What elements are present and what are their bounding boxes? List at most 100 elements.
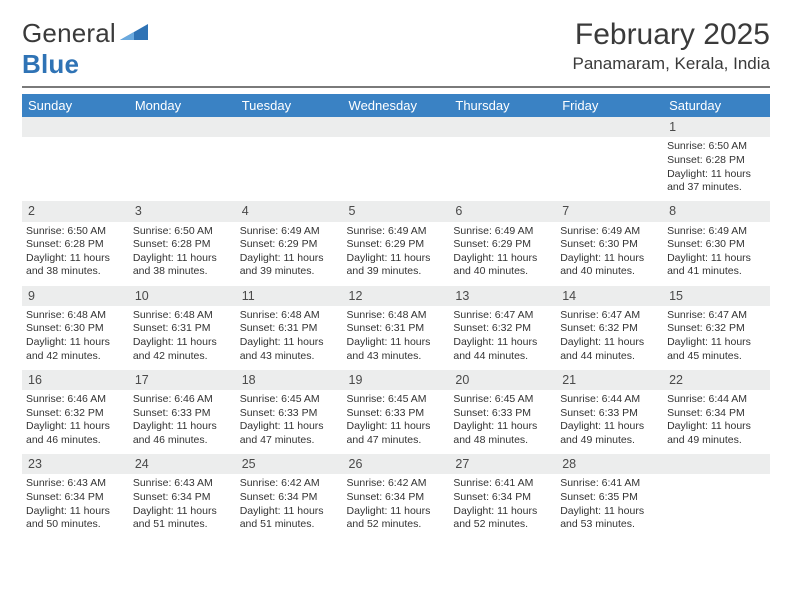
day-header: Thursday (449, 94, 556, 117)
day-number-cell: 28 (556, 454, 663, 474)
day-detail-cell (449, 137, 556, 201)
title-block: February 2025 Panamaram, Kerala, India (573, 18, 771, 74)
day-number-cell: 16 (22, 370, 129, 390)
detail-line: Daylight: 11 hours and 51 minutes. (133, 505, 232, 532)
day-number-cell: 20 (449, 370, 556, 390)
detail-line: Sunrise: 6:46 AM (26, 393, 125, 407)
week-detail-row: Sunrise: 6:50 AMSunset: 6:28 PMDaylight:… (22, 137, 770, 201)
detail-line: Sunrise: 6:48 AM (26, 309, 125, 323)
detail-line: Sunset: 6:33 PM (133, 407, 232, 421)
day-number-cell: 8 (663, 201, 770, 221)
day-number-cell: 1 (663, 117, 770, 137)
day-detail-cell: Sunrise: 6:42 AMSunset: 6:34 PMDaylight:… (343, 474, 450, 538)
detail-line: Sunset: 6:32 PM (453, 322, 552, 336)
detail-line: Sunrise: 6:47 AM (667, 309, 766, 323)
detail-line: Sunrise: 6:49 AM (347, 225, 446, 239)
day-detail-cell: Sunrise: 6:48 AMSunset: 6:31 PMDaylight:… (129, 306, 236, 370)
detail-line: Sunset: 6:33 PM (453, 407, 552, 421)
calendar-body: 1Sunrise: 6:50 AMSunset: 6:28 PMDaylight… (22, 117, 770, 538)
day-header: Friday (556, 94, 663, 117)
detail-line: Sunrise: 6:44 AM (667, 393, 766, 407)
day-number-cell: 24 (129, 454, 236, 474)
day-detail-cell (129, 137, 236, 201)
day-detail-cell: Sunrise: 6:46 AMSunset: 6:33 PMDaylight:… (129, 390, 236, 454)
calendar-table: Sunday Monday Tuesday Wednesday Thursday… (22, 94, 770, 538)
detail-line: Sunset: 6:28 PM (133, 238, 232, 252)
header: General Blue February 2025 Panamaram, Ke… (22, 18, 770, 80)
detail-line: Sunset: 6:31 PM (133, 322, 232, 336)
detail-line: Sunset: 6:28 PM (667, 154, 766, 168)
detail-line: Sunset: 6:33 PM (560, 407, 659, 421)
detail-line: Sunrise: 6:49 AM (560, 225, 659, 239)
day-detail-cell: Sunrise: 6:45 AMSunset: 6:33 PMDaylight:… (343, 390, 450, 454)
day-detail-cell: Sunrise: 6:41 AMSunset: 6:34 PMDaylight:… (449, 474, 556, 538)
detail-line: Sunrise: 6:47 AM (560, 309, 659, 323)
day-detail-cell: Sunrise: 6:50 AMSunset: 6:28 PMDaylight:… (663, 137, 770, 201)
detail-line: Daylight: 11 hours and 39 minutes. (240, 252, 339, 279)
day-number-cell: 15 (663, 286, 770, 306)
detail-line: Daylight: 11 hours and 39 minutes. (347, 252, 446, 279)
day-number-cell: 7 (556, 201, 663, 221)
day-detail-cell: Sunrise: 6:44 AMSunset: 6:34 PMDaylight:… (663, 390, 770, 454)
day-header: Monday (129, 94, 236, 117)
detail-line: Sunset: 6:31 PM (347, 322, 446, 336)
detail-line: Sunset: 6:30 PM (560, 238, 659, 252)
calendar-page: General Blue February 2025 Panamaram, Ke… (0, 0, 792, 612)
detail-line: Sunset: 6:32 PM (26, 407, 125, 421)
logo-text-part2: Blue (22, 49, 79, 79)
day-number-cell: 18 (236, 370, 343, 390)
detail-line: Daylight: 11 hours and 48 minutes. (453, 420, 552, 447)
month-title: February 2025 (573, 18, 771, 52)
detail-line: Sunset: 6:31 PM (240, 322, 339, 336)
day-header: Sunday (22, 94, 129, 117)
day-number-cell: 2 (22, 201, 129, 221)
detail-line: Sunrise: 6:50 AM (667, 140, 766, 154)
week-detail-row: Sunrise: 6:50 AMSunset: 6:28 PMDaylight:… (22, 222, 770, 286)
day-number-cell (449, 117, 556, 137)
day-number-cell: 9 (22, 286, 129, 306)
day-detail-cell: Sunrise: 6:47 AMSunset: 6:32 PMDaylight:… (556, 306, 663, 370)
day-number-cell (343, 117, 450, 137)
detail-line: Sunset: 6:30 PM (26, 322, 125, 336)
detail-line: Daylight: 11 hours and 37 minutes. (667, 168, 766, 195)
detail-line: Sunrise: 6:45 AM (347, 393, 446, 407)
detail-line: Daylight: 11 hours and 50 minutes. (26, 505, 125, 532)
detail-line: Sunset: 6:34 PM (667, 407, 766, 421)
day-detail-cell: Sunrise: 6:47 AMSunset: 6:32 PMDaylight:… (663, 306, 770, 370)
day-detail-cell (663, 474, 770, 538)
detail-line: Sunrise: 6:41 AM (453, 477, 552, 491)
day-detail-cell: Sunrise: 6:50 AMSunset: 6:28 PMDaylight:… (129, 222, 236, 286)
detail-line: Daylight: 11 hours and 44 minutes. (453, 336, 552, 363)
day-detail-cell: Sunrise: 6:48 AMSunset: 6:31 PMDaylight:… (236, 306, 343, 370)
detail-line: Sunrise: 6:42 AM (347, 477, 446, 491)
detail-line: Sunset: 6:29 PM (240, 238, 339, 252)
detail-line: Daylight: 11 hours and 52 minutes. (347, 505, 446, 532)
detail-line: Daylight: 11 hours and 43 minutes. (347, 336, 446, 363)
detail-line: Sunset: 6:30 PM (667, 238, 766, 252)
detail-line: Sunrise: 6:42 AM (240, 477, 339, 491)
week-daynum-row: 2345678 (22, 201, 770, 221)
detail-line: Daylight: 11 hours and 51 minutes. (240, 505, 339, 532)
detail-line: Sunrise: 6:47 AM (453, 309, 552, 323)
detail-line: Daylight: 11 hours and 38 minutes. (26, 252, 125, 279)
day-number-cell: 6 (449, 201, 556, 221)
day-detail-cell: Sunrise: 6:41 AMSunset: 6:35 PMDaylight:… (556, 474, 663, 538)
day-number-cell: 23 (22, 454, 129, 474)
day-number-cell: 26 (343, 454, 450, 474)
detail-line: Sunset: 6:33 PM (347, 407, 446, 421)
detail-line: Daylight: 11 hours and 45 minutes. (667, 336, 766, 363)
week-daynum-row: 9101112131415 (22, 286, 770, 306)
day-number-cell: 4 (236, 201, 343, 221)
detail-line: Sunset: 6:34 PM (453, 491, 552, 505)
day-number-cell: 22 (663, 370, 770, 390)
detail-line: Daylight: 11 hours and 46 minutes. (133, 420, 232, 447)
day-number-cell: 25 (236, 454, 343, 474)
detail-line: Daylight: 11 hours and 49 minutes. (667, 420, 766, 447)
detail-line: Sunset: 6:34 PM (133, 491, 232, 505)
logo: General Blue (22, 18, 148, 80)
day-header: Saturday (663, 94, 770, 117)
detail-line: Daylight: 11 hours and 47 minutes. (347, 420, 446, 447)
day-number-cell (663, 454, 770, 474)
week-detail-row: Sunrise: 6:46 AMSunset: 6:32 PM Daylight:… (22, 390, 770, 454)
detail-line: Sunset: 6:34 PM (347, 491, 446, 505)
